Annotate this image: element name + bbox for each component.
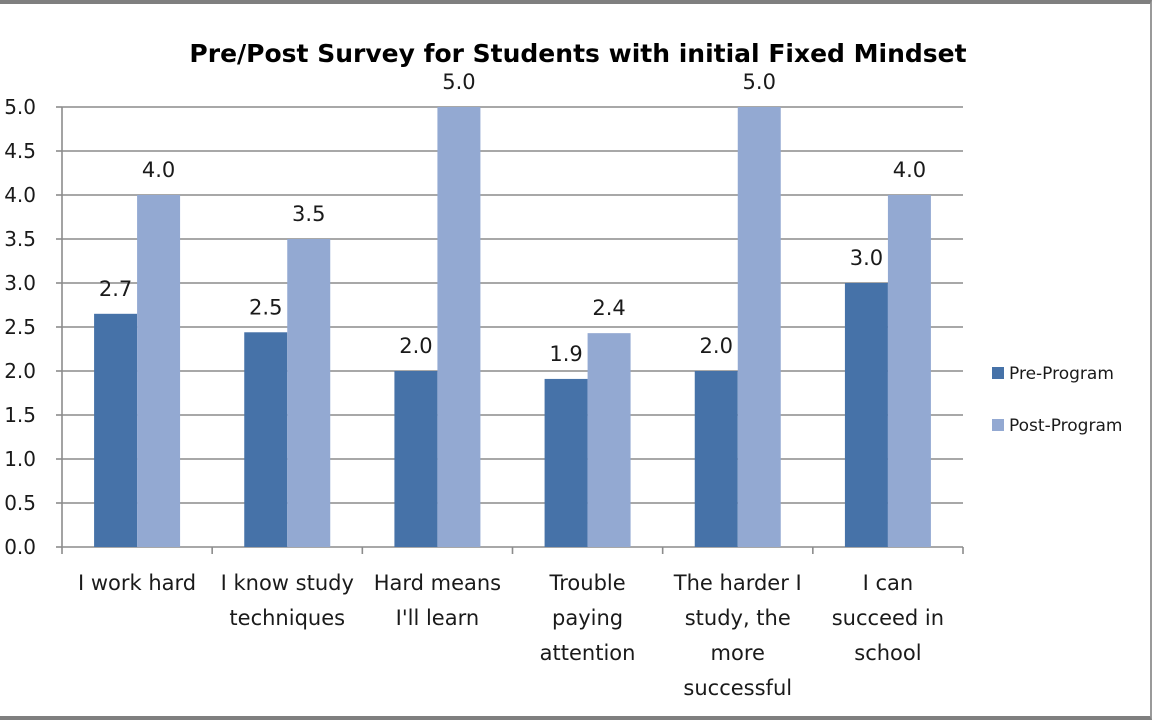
legend: Pre-Program Post-Program bbox=[992, 364, 1122, 436]
bar-post-program bbox=[737, 107, 781, 547]
bar-post-program bbox=[287, 239, 331, 547]
y-tick-label: 4.5 bbox=[4, 139, 36, 163]
y-tick-label: 1.0 bbox=[4, 447, 36, 471]
bar-pre-program bbox=[694, 371, 738, 547]
data-label: 4.0 bbox=[142, 158, 175, 182]
bar-post-program bbox=[437, 107, 481, 547]
y-tick-label: 3.0 bbox=[4, 271, 36, 295]
data-label: 3.0 bbox=[850, 246, 883, 270]
chart-title: Pre/Post Survey for Students with initia… bbox=[189, 39, 966, 68]
bar-pre-program bbox=[94, 313, 138, 547]
y-tick-label: 4.0 bbox=[4, 183, 36, 207]
category-label: I know study techniques bbox=[221, 571, 354, 630]
legend-label: Pre-Program bbox=[1009, 364, 1114, 384]
y-tick-label: 0.0 bbox=[4, 535, 36, 559]
category-label: I work hard bbox=[78, 571, 196, 595]
bar-pre-program bbox=[844, 283, 888, 547]
legend-swatch bbox=[992, 367, 1004, 379]
category-label: Hard means I'll learn bbox=[374, 571, 501, 630]
bar-pre-program bbox=[544, 378, 588, 547]
data-label: 1.9 bbox=[549, 342, 582, 366]
y-tick-label: 5.0 bbox=[4, 95, 36, 119]
data-label: 2.5 bbox=[249, 295, 282, 319]
data-label: 3.5 bbox=[292, 202, 325, 226]
gridlines bbox=[62, 106, 963, 504]
data-label: 2.0 bbox=[399, 334, 432, 358]
y-tick-label: 3.5 bbox=[4, 227, 36, 251]
bar-post-program bbox=[137, 195, 181, 547]
bars bbox=[94, 107, 931, 547]
y-tick-label: 2.5 bbox=[4, 315, 36, 339]
data-label: 2.7 bbox=[99, 277, 132, 301]
bar-pre-program bbox=[244, 332, 288, 547]
bar-chart: Pre/Post Survey for Students with initia… bbox=[4, 39, 1122, 700]
data-label: 4.0 bbox=[893, 158, 926, 182]
y-tick-label: 1.5 bbox=[4, 403, 36, 427]
legend-swatch bbox=[992, 419, 1004, 431]
bar-pre-program bbox=[394, 371, 438, 547]
legend-label: Post-Program bbox=[1009, 416, 1122, 436]
bar-post-program bbox=[587, 333, 631, 547]
axes: 0.0 0.5 1.0 1.5 2.0 2.5 3.0 3.5 4.0 4.5 5.0 I work … bbox=[4, 95, 964, 700]
y-tick-label: 2.0 bbox=[4, 359, 36, 383]
bar-post-program bbox=[887, 195, 931, 547]
category-label: Trouble paying attention bbox=[540, 571, 636, 665]
category-label: I can succeed in school bbox=[832, 571, 944, 665]
data-label: 5.0 bbox=[442, 70, 475, 94]
data-label: 2.4 bbox=[592, 296, 625, 320]
data-labels: 2.7 2.5 2.0 1.9 2.0 3.0 4.0 3.5 5.0 2.4 5.0 4.0 bbox=[99, 70, 926, 366]
y-tick-label: 0.5 bbox=[4, 491, 36, 515]
data-label: 2.0 bbox=[700, 334, 733, 358]
data-label: 5.0 bbox=[743, 70, 776, 94]
